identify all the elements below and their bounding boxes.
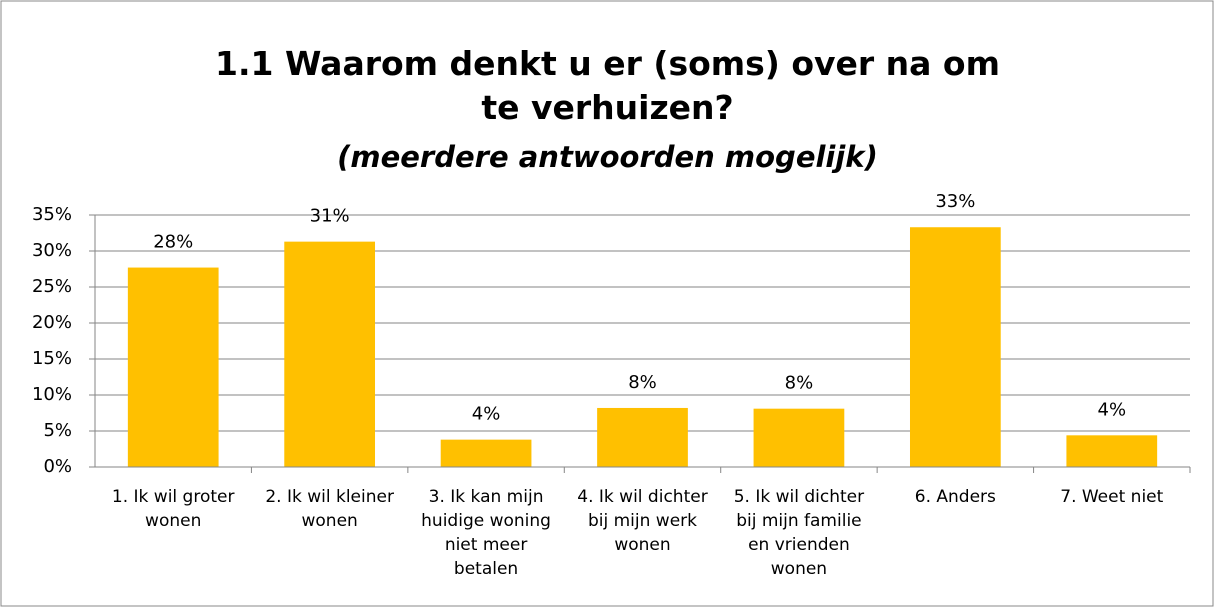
- bar: [909, 227, 1001, 467]
- x-tick-label: 6. Anders: [914, 487, 996, 507]
- chart-title: 1.1 Waarom denkt u er (soms) over na om …: [215, 44, 1000, 127]
- x-tick-label: 1. Ik wil groter wonen: [111, 487, 235, 531]
- bar: [440, 439, 532, 467]
- x-tick-label: 5. Ik wil dichter bij mijn familie en vr…: [733, 487, 865, 579]
- x-tick-label: 7. Weet niet: [1060, 487, 1164, 507]
- y-tick-label: 10%: [32, 384, 72, 405]
- bar: [597, 407, 688, 467]
- data-label: 8%: [785, 373, 814, 394]
- data-label: 4%: [472, 404, 501, 425]
- bar: [284, 241, 376, 467]
- y-tick-label: 25%: [32, 276, 72, 297]
- data-label: 31%: [310, 206, 350, 227]
- y-tick-label: 20%: [32, 312, 72, 333]
- x-tick-label: 4. Ik wil dichter bij mijn werk wonen: [577, 487, 708, 555]
- y-tick-label: 0%: [43, 456, 72, 477]
- data-label: 4%: [1098, 399, 1127, 420]
- bar: [753, 408, 845, 467]
- bar: [1066, 435, 1158, 467]
- bar: [127, 267, 219, 467]
- y-tick-label: 35%: [32, 204, 72, 225]
- data-label: 33%: [935, 191, 975, 212]
- y-tick-label: 15%: [32, 348, 72, 369]
- y-tick-label: 5%: [43, 420, 72, 441]
- x-tick-label: 3. Ik kan mijn huidige woning niet meer …: [421, 487, 551, 579]
- chart-subtitle: (meerdere antwoorden mogelijk): [337, 140, 878, 174]
- x-tick-label: 2. Ik wil kleiner wonen: [265, 487, 394, 531]
- data-label: 8%: [628, 372, 657, 393]
- y-tick-label: 30%: [32, 240, 72, 261]
- data-label: 28%: [153, 232, 193, 253]
